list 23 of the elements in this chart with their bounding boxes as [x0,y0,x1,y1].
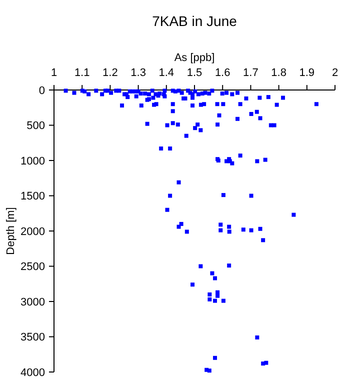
y-tick-label: 1000 [20,155,45,168]
x-tick-label: 1.4 [158,67,174,79]
x-tick-label: 1.2 [102,67,118,79]
y-tick-label: 4000 [20,366,45,379]
y-tick-label: 500 [26,120,45,132]
x-tick-label: 1.8 [271,67,286,79]
y-axis-title: Depth [m] [5,207,17,255]
y-tick-label: 2000 [20,226,45,238]
x-tick-label: 1.9 [299,67,315,79]
x-tick-label: 2 [332,67,338,79]
x-tick-label: 1.6 [214,67,230,79]
x-tick-label: 1.1 [74,67,90,79]
chart-title: 7KAB in June [152,13,238,29]
x-tick-label: 1.5 [186,67,202,79]
y-tick-label: 3500 [20,332,45,344]
y-tick-label: 0 [38,84,45,97]
y-tick-label: 1500 [20,190,45,203]
y-tick-label: 3000 [20,296,45,308]
x-tick-label: 1.3 [130,67,146,79]
y-tick-label: 2500 [20,261,45,274]
x-axis-title: As [ppb] [174,52,215,64]
x-tick-label: 1.7 [243,67,258,79]
x-tick-label: 1 [50,67,58,79]
